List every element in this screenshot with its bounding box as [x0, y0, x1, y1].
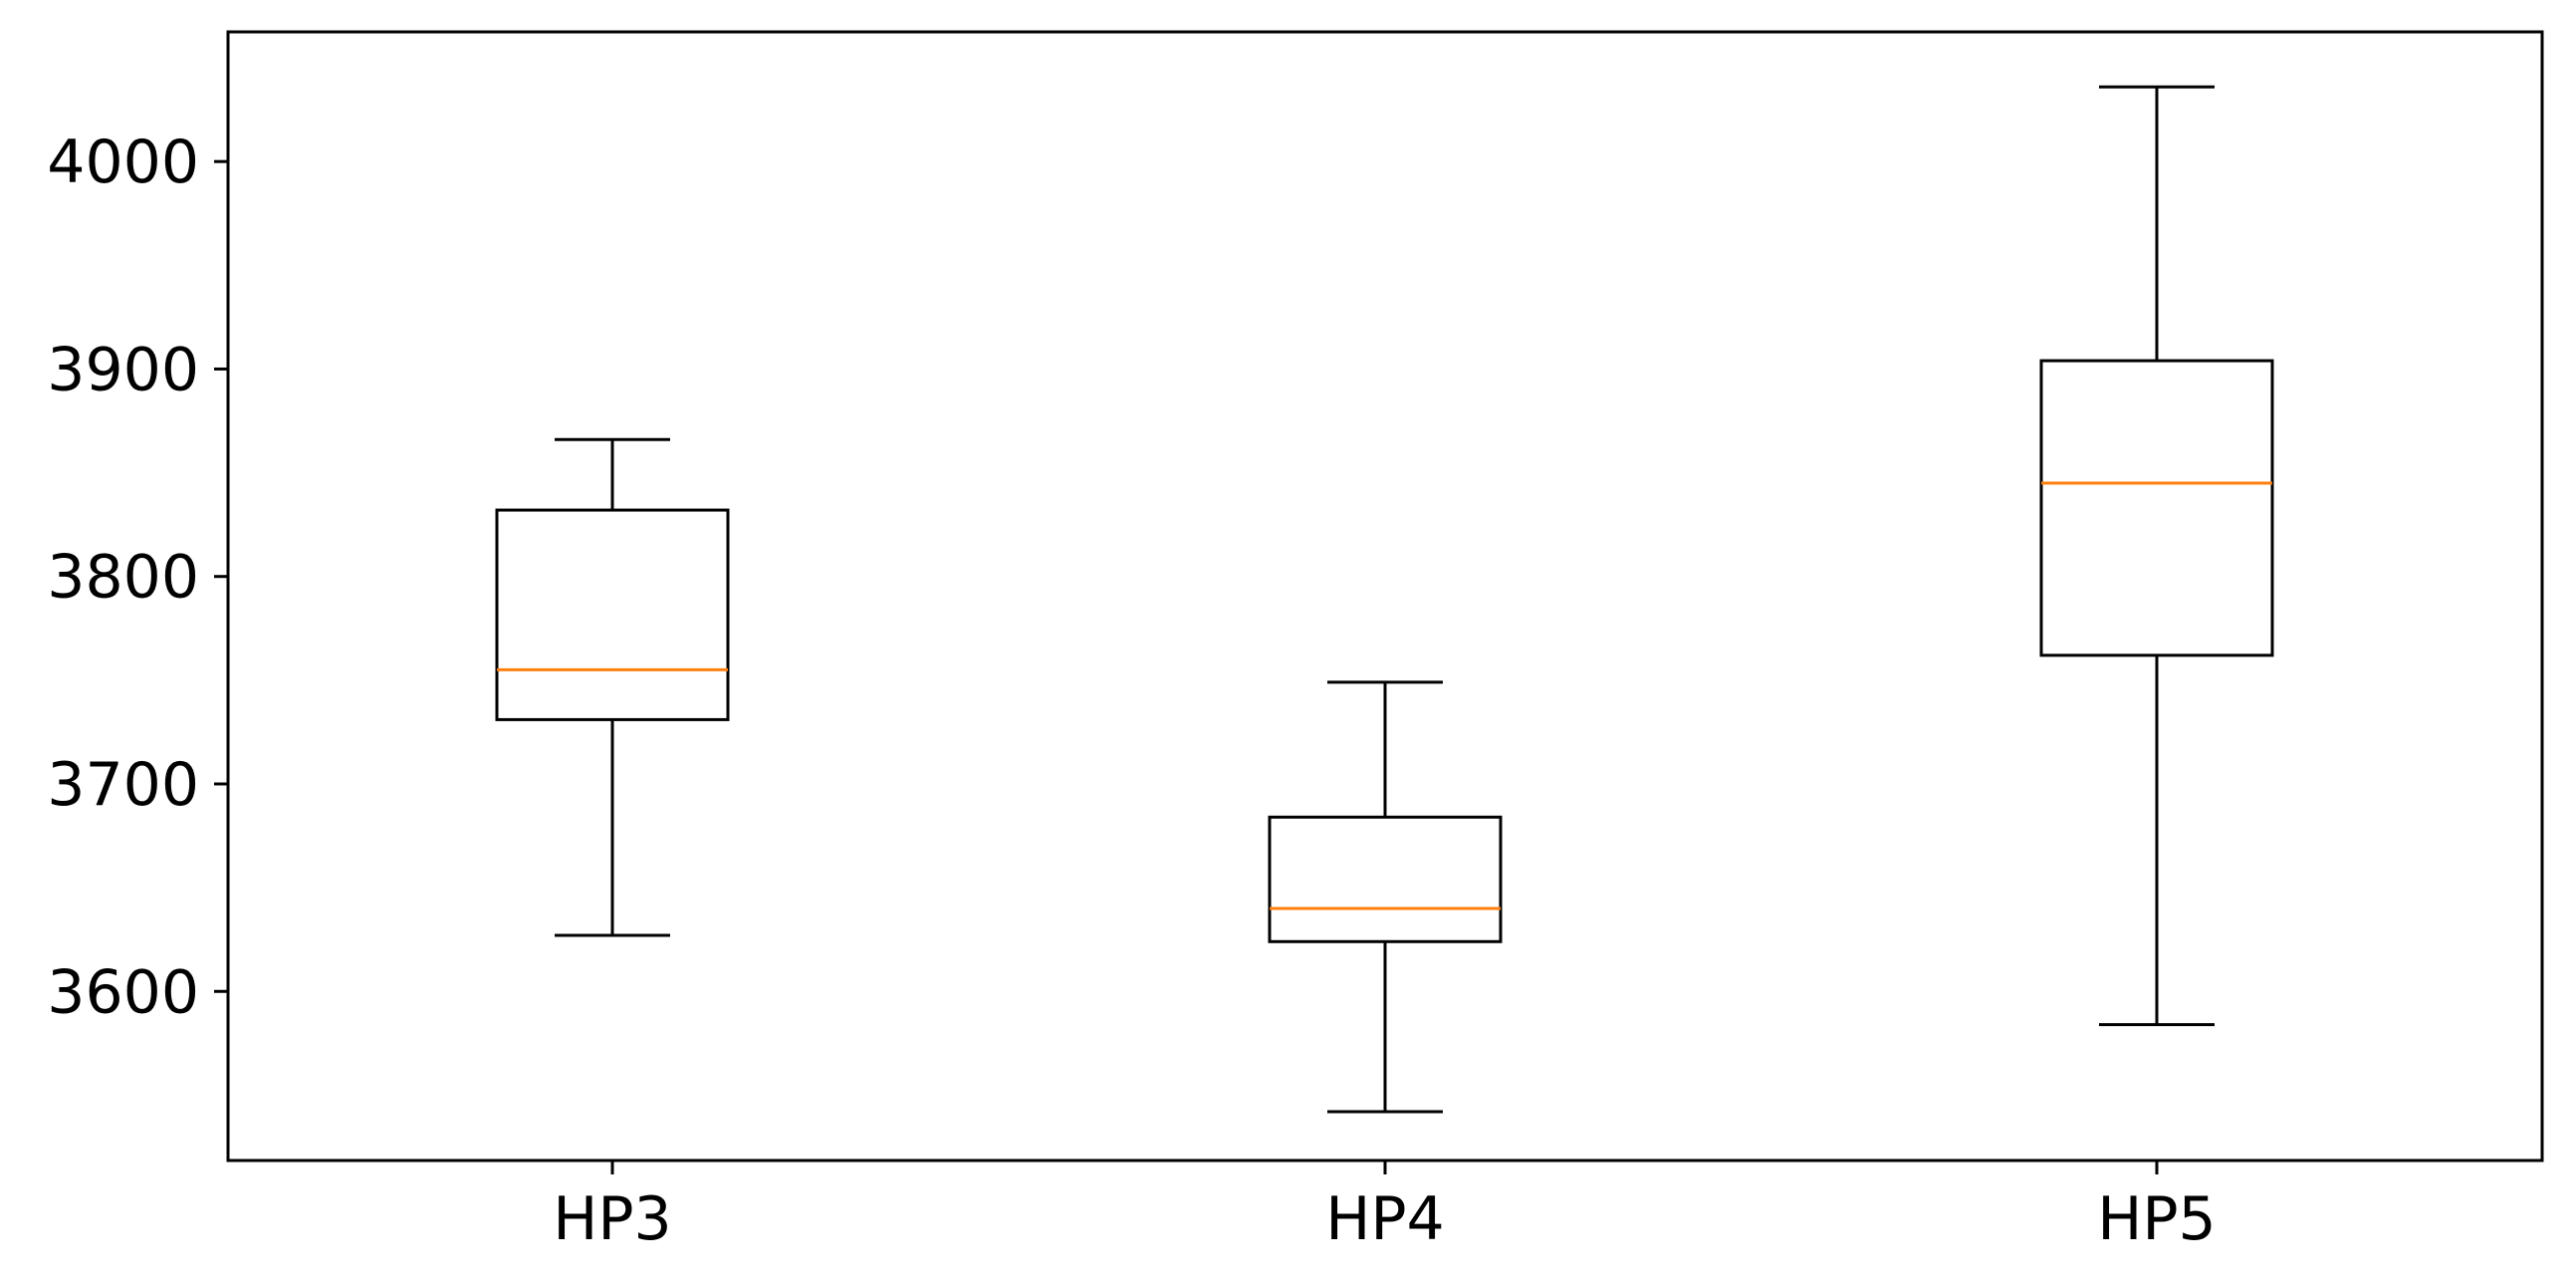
x-tick-label: HP4 — [1325, 1184, 1444, 1254]
box-iqr — [1268, 815, 1503, 943]
y-tick-label: 3900 — [47, 335, 199, 404]
y-tick-label: 4000 — [47, 128, 199, 197]
y-tick-label: 3600 — [47, 957, 199, 1027]
y-tick-label: 3800 — [47, 543, 199, 613]
box-group — [2039, 85, 2274, 1027]
x-tick-label: HP5 — [2097, 1184, 2216, 1254]
y-tick-label: 3700 — [47, 750, 199, 820]
box-iqr — [495, 508, 730, 721]
box-group — [495, 437, 730, 937]
y-axis: 3600 3700 3800 3900 4000 — [47, 128, 228, 1027]
x-tick-label: HP3 — [553, 1184, 671, 1254]
box-group — [1268, 680, 1503, 1114]
plot-frame — [226, 30, 2544, 1162]
chart-marks — [495, 85, 2274, 1114]
x-axis: HP3 HP4 HP5 — [553, 1160, 2217, 1254]
box-iqr — [2039, 359, 2274, 657]
